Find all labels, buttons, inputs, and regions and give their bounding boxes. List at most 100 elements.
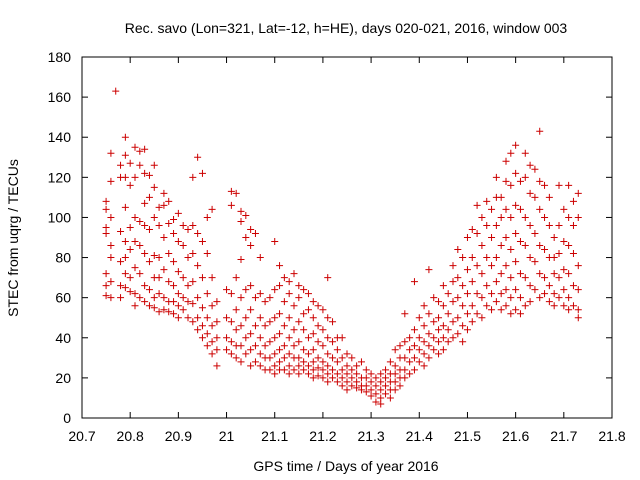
- data-point: [194, 153, 202, 161]
- data-point: [483, 302, 491, 310]
- axis-ticks: 20.7 20.8 20.9 21 21.1 21.2 21.3 21.4 21.5 21.6 21…: [48, 49, 626, 444]
- data-point: [227, 201, 235, 209]
- data-point: [285, 370, 293, 378]
- data-point: [536, 270, 544, 278]
- data-point: [271, 370, 279, 378]
- data-point: [478, 213, 486, 221]
- data-point: [319, 358, 327, 366]
- data-point: [227, 290, 235, 298]
- data-point: [208, 322, 216, 330]
- data-point: [545, 282, 553, 290]
- data-point: [203, 330, 211, 338]
- data-point: [488, 306, 496, 314]
- data-point: [391, 346, 399, 354]
- data-point: [131, 238, 139, 246]
- data-point: [526, 189, 534, 197]
- data-point: [290, 326, 298, 334]
- data-point: [232, 274, 240, 282]
- data-point: [126, 288, 134, 296]
- data-point: [338, 374, 346, 382]
- data-point: [304, 306, 312, 314]
- data-point: [410, 366, 418, 374]
- data-point: [141, 282, 149, 290]
- y-axis-label: STEC from uqrg / TECUs: [5, 159, 21, 317]
- data-point: [396, 342, 404, 350]
- y-tick-label: 20: [55, 370, 71, 386]
- data-point: [483, 221, 491, 229]
- data-point: [449, 334, 457, 342]
- data-point: [194, 314, 202, 322]
- data-point: [208, 350, 216, 358]
- data-point: [401, 338, 409, 346]
- x-tick-label: 21.6: [502, 428, 529, 444]
- data-point: [502, 286, 510, 294]
- data-point: [497, 306, 505, 314]
- data-point: [492, 221, 500, 229]
- data-point: [362, 388, 370, 396]
- data-point: [107, 149, 115, 157]
- data-point: [208, 302, 216, 310]
- y-tick-label: 160: [48, 89, 72, 105]
- data-point: [107, 254, 115, 262]
- data-point: [507, 294, 515, 302]
- y-tick-label: 40: [55, 330, 71, 346]
- data-point: [565, 270, 573, 278]
- data-point: [304, 334, 312, 342]
- data-point: [150, 294, 158, 302]
- data-point: [338, 366, 346, 374]
- data-point: [435, 326, 443, 334]
- data-point: [121, 284, 129, 292]
- data-point: [507, 310, 515, 318]
- data-point: [150, 213, 158, 221]
- data-point: [569, 302, 577, 310]
- data-point: [521, 274, 529, 282]
- data-point: [550, 302, 558, 310]
- data-point: [439, 282, 447, 290]
- data-point: [141, 145, 149, 153]
- data-point: [439, 322, 447, 330]
- data-point: [117, 227, 125, 235]
- data-point: [280, 298, 288, 306]
- data-point: [165, 219, 173, 227]
- data-point: [449, 262, 457, 270]
- data-point: [247, 306, 255, 314]
- data-point: [367, 378, 375, 386]
- data-point: [483, 197, 491, 205]
- data-point: [521, 213, 529, 221]
- data-point: [324, 334, 332, 342]
- data-point: [295, 354, 303, 362]
- data-point: [502, 157, 510, 165]
- data-point: [126, 223, 134, 231]
- data-point: [459, 322, 467, 330]
- data-point: [454, 314, 462, 322]
- data-point: [454, 294, 462, 302]
- data-point: [377, 378, 385, 386]
- data-point: [550, 254, 558, 262]
- data-point: [512, 229, 520, 237]
- data-point: [107, 213, 115, 221]
- data-point: [295, 294, 303, 302]
- data-point: [454, 274, 462, 282]
- data-point: [309, 314, 317, 322]
- data-point: [150, 183, 158, 191]
- data-point: [338, 382, 346, 390]
- data-point: [507, 246, 515, 254]
- data-point: [439, 346, 447, 354]
- data-point: [545, 298, 553, 306]
- data-point: [242, 234, 250, 241]
- data-point: [276, 346, 284, 354]
- data-point: [304, 362, 312, 370]
- data-point: [444, 338, 452, 346]
- data-point: [333, 378, 341, 386]
- data-point: [569, 282, 577, 290]
- data-point: [309, 346, 317, 354]
- data-point: [545, 221, 553, 229]
- data-point: [309, 366, 317, 374]
- data-point: [329, 318, 337, 326]
- data-point: [174, 209, 182, 217]
- data-point: [126, 246, 134, 254]
- data-point: [541, 181, 549, 189]
- data-point: [444, 290, 452, 298]
- data-point: [492, 173, 500, 181]
